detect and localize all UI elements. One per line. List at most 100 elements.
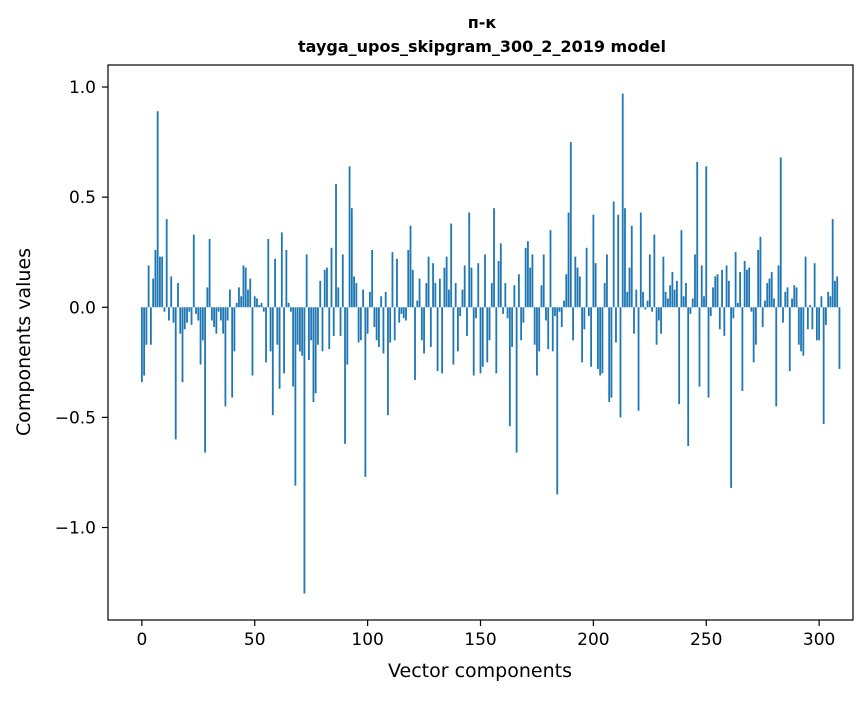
bar-129 (432, 263, 434, 308)
bar-55 (265, 307, 267, 363)
bar-52 (258, 305, 261, 308)
bar-258 (723, 307, 726, 336)
bar-149 (477, 263, 480, 308)
bar-66 (289, 307, 292, 312)
bar-179 (545, 307, 547, 321)
bar-306 (831, 219, 834, 308)
bar-183 (554, 307, 556, 317)
x-tick-label: 0 (136, 630, 147, 650)
bar-29 (206, 287, 209, 308)
bar-118 (407, 250, 410, 308)
bar-48 (249, 278, 252, 308)
bar-35 (219, 307, 222, 321)
bar-110 (389, 307, 392, 343)
bar-171 (527, 241, 529, 308)
bar-284 (782, 307, 784, 323)
bar-229 (657, 307, 660, 321)
bar-42 (235, 302, 238, 308)
bar-16 (177, 283, 179, 308)
bar-191 (572, 307, 574, 341)
bar-60 (276, 307, 279, 345)
bar-136 (447, 289, 450, 308)
bar-121 (414, 307, 416, 380)
y-tick-label: 0.5 (69, 188, 96, 208)
bar-201 (594, 263, 597, 308)
bar-308 (836, 276, 839, 308)
bar-272 (755, 307, 757, 345)
bar-297 (811, 307, 814, 330)
bar-267 (743, 261, 746, 308)
bar-3 (147, 265, 150, 308)
bar-228 (655, 307, 658, 345)
bar-214 (624, 208, 626, 308)
bar-57 (269, 307, 272, 352)
bar-266 (741, 307, 744, 391)
bar-177 (540, 285, 543, 308)
bar-67 (292, 307, 295, 387)
bar-290 (795, 287, 798, 308)
bar-132 (438, 278, 441, 308)
bar-139 (454, 283, 457, 308)
bar-208 (610, 307, 613, 398)
bar-307 (834, 280, 836, 308)
bar-127 (427, 256, 430, 308)
x-axis-label: Vector components (388, 660, 572, 682)
bar-71 (301, 307, 304, 356)
bar-90 (344, 307, 346, 444)
bar-167 (517, 274, 520, 308)
bar-255 (716, 274, 719, 308)
bar-117 (405, 307, 407, 321)
bar-178 (542, 254, 545, 308)
bar-12 (168, 307, 170, 321)
bar-215 (626, 291, 629, 308)
x-axis-ticks: 0 50 100 150 200 250 300 (136, 620, 835, 650)
bar-78 (317, 307, 319, 345)
bar-138 (452, 307, 455, 365)
bar-259 (725, 265, 728, 308)
bar-257 (721, 269, 723, 308)
bar-46 (244, 267, 247, 308)
bar-249 (703, 296, 705, 308)
bar-218 (633, 307, 635, 334)
y-tick-label: 0.0 (69, 298, 96, 318)
bar-85 (332, 307, 335, 336)
bar-211 (617, 214, 620, 308)
bar-225 (648, 254, 651, 308)
bar-27 (201, 307, 204, 341)
bar-205 (603, 283, 606, 308)
bar-103 (373, 307, 376, 328)
bar-199 (590, 307, 593, 367)
bar-188 (565, 274, 568, 308)
x-tick-label: 150 (464, 630, 496, 650)
bar-113 (396, 258, 398, 308)
bar-44 (240, 296, 243, 308)
bar-119 (409, 225, 412, 308)
bar-40 (231, 307, 234, 398)
bar-9 (161, 256, 164, 308)
bar-17 (179, 307, 182, 334)
bar-287 (788, 307, 791, 372)
bar-34 (217, 307, 220, 312)
bar-301 (820, 296, 823, 308)
bar-76 (312, 307, 315, 402)
bar-274 (759, 236, 762, 308)
bar-245 (694, 254, 696, 308)
bar-164 (511, 307, 514, 347)
y-tick-label: −1.0 (55, 519, 96, 539)
bar-37 (224, 307, 227, 407)
bar-51 (256, 298, 258, 308)
bar-182 (551, 307, 554, 352)
bar-220 (637, 307, 640, 411)
bar-153 (486, 307, 489, 363)
bar-53 (260, 302, 263, 308)
bar-62 (280, 232, 283, 308)
bar-270 (750, 307, 753, 312)
bar-236 (673, 289, 676, 308)
bar-81 (323, 269, 326, 308)
bar-104 (375, 307, 378, 341)
bar-23 (192, 234, 195, 308)
bar-131 (436, 307, 439, 372)
bar-41 (233, 307, 236, 352)
bar-298 (813, 263, 816, 308)
bar-222 (642, 291, 644, 308)
